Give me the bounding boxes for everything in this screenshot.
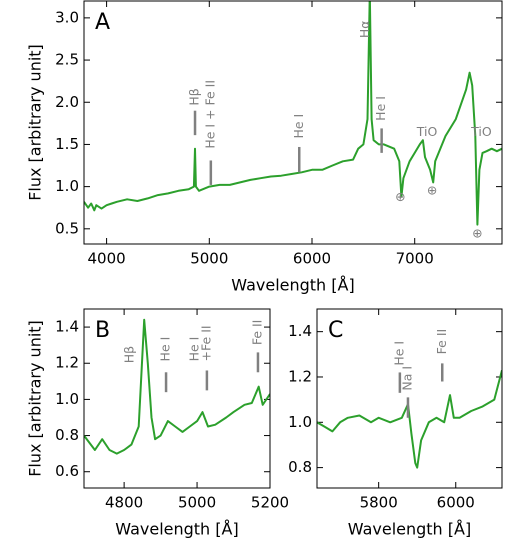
line-label: Hβ [187, 88, 202, 105]
plot-frame [316, 308, 503, 489]
spectrum [84, 1, 502, 226]
line-label: He I [291, 114, 306, 139]
y-tick-label: 2.5 [55, 51, 79, 69]
feature-label: TiO [470, 124, 492, 139]
feature-label: ⊕ [472, 225, 482, 240]
y-tick-label: 1.2 [55, 354, 79, 372]
x-tick-label: 4000 [88, 250, 126, 268]
y-tick-label: 1.4 [55, 318, 79, 336]
feature-label: ⊕ [395, 189, 405, 204]
line-label: Hα [357, 20, 372, 38]
y-tick-label: 0.6 [55, 462, 79, 480]
line-label: He I [373, 96, 388, 121]
x-axis-label: Wavelength [Å] [348, 520, 471, 539]
y-tick-label: 1.4 [288, 322, 312, 340]
y-tick-label: 0.5 [55, 219, 79, 237]
y-tick-label: 3.0 [55, 8, 79, 26]
line-label: Fe II [434, 329, 449, 355]
spectrum [317, 369, 502, 469]
x-tick-label: 4800 [105, 494, 143, 512]
line-label: Fe II [249, 320, 264, 346]
y-tick-label: 1.0 [55, 390, 79, 408]
x-axis-label: Wavelength [Å] [231, 276, 354, 295]
y-tick-label: 0.8 [288, 458, 312, 476]
spectrum [84, 318, 270, 455]
x-tick-label: 5000 [178, 494, 216, 512]
y-axis-label: Flux [arbitrary unit] [26, 320, 45, 477]
line-label: He I [158, 337, 173, 362]
y-tick-label: 1.0 [55, 177, 79, 195]
line-label: He I [187, 337, 202, 362]
x-axis-label: Wavelength [Å] [115, 520, 238, 539]
x-tick-label: 6000 [293, 250, 331, 268]
x-tick-label: 5000 [190, 250, 228, 268]
panel-label: A [95, 10, 110, 35]
line-label: He I [391, 341, 406, 366]
x-tick-label: 5800 [360, 494, 398, 512]
panel-label: C [328, 318, 343, 343]
feature-label: TiO [416, 124, 438, 139]
y-tick-label: 0.8 [55, 426, 79, 444]
line-label: Hβ [121, 346, 136, 363]
y-tick-label: 2.0 [55, 93, 79, 111]
plot-frame [83, 0, 503, 245]
x-tick-label: 5200 [251, 494, 289, 512]
y-tick-label: 1.0 [288, 413, 312, 431]
line-label: He I + Fe II [202, 80, 217, 149]
x-tick-label: 6000 [437, 494, 475, 512]
line-label: Na I [399, 366, 414, 391]
y-tick-label: 1.2 [288, 367, 312, 385]
y-tick-label: 1.5 [55, 135, 79, 153]
plot-frame [83, 308, 271, 489]
y-axis-label: Flux [arbitrary unit] [26, 44, 45, 201]
line-label: +Fe II [198, 325, 213, 361]
feature-label: ⊕ [427, 182, 437, 197]
panel-label: B [95, 318, 110, 343]
x-tick-label: 7000 [396, 250, 434, 268]
